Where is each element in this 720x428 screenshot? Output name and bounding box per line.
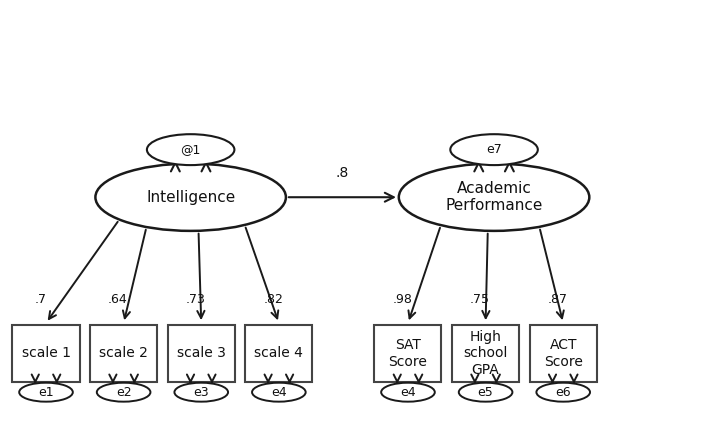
- Text: e5: e5: [478, 386, 493, 399]
- Bar: [12, 325, 79, 382]
- Ellipse shape: [536, 383, 590, 401]
- Text: @1: @1: [181, 143, 201, 156]
- Ellipse shape: [399, 163, 589, 231]
- Text: .64: .64: [108, 293, 128, 306]
- Text: scale 2: scale 2: [99, 346, 148, 360]
- Ellipse shape: [174, 383, 228, 401]
- Text: e3: e3: [194, 386, 209, 399]
- Text: e4: e4: [400, 386, 415, 399]
- Text: ACT
Score: ACT Score: [544, 339, 582, 369]
- Ellipse shape: [19, 383, 73, 401]
- Text: .82: .82: [264, 293, 283, 306]
- Text: scale 4: scale 4: [254, 346, 303, 360]
- Bar: [530, 325, 597, 382]
- Ellipse shape: [459, 383, 513, 401]
- Text: e4: e4: [271, 386, 287, 399]
- Text: .98: .98: [392, 293, 413, 306]
- Bar: [246, 325, 312, 382]
- Text: SAT
Score: SAT Score: [389, 339, 428, 369]
- Text: High
school
GPA: High school GPA: [464, 330, 508, 377]
- Ellipse shape: [95, 163, 286, 231]
- Text: e6: e6: [555, 386, 571, 399]
- Text: .73: .73: [186, 293, 205, 306]
- Text: e1: e1: [38, 386, 54, 399]
- Text: scale 3: scale 3: [177, 346, 225, 360]
- Bar: [452, 325, 519, 382]
- Bar: [90, 325, 157, 382]
- Text: .8: .8: [336, 166, 349, 181]
- Text: e7: e7: [486, 143, 502, 156]
- Text: .87: .87: [548, 293, 567, 306]
- Text: e2: e2: [116, 386, 132, 399]
- Text: scale 1: scale 1: [22, 346, 71, 360]
- Ellipse shape: [450, 134, 538, 165]
- Bar: [374, 325, 441, 382]
- Ellipse shape: [147, 134, 235, 165]
- Text: .75: .75: [470, 293, 490, 306]
- Ellipse shape: [96, 383, 150, 401]
- Bar: [168, 325, 235, 382]
- Text: .7: .7: [35, 293, 46, 306]
- Ellipse shape: [381, 383, 435, 401]
- Text: Intelligence: Intelligence: [146, 190, 235, 205]
- Text: Academic
Performance: Academic Performance: [446, 181, 543, 214]
- Ellipse shape: [252, 383, 306, 401]
